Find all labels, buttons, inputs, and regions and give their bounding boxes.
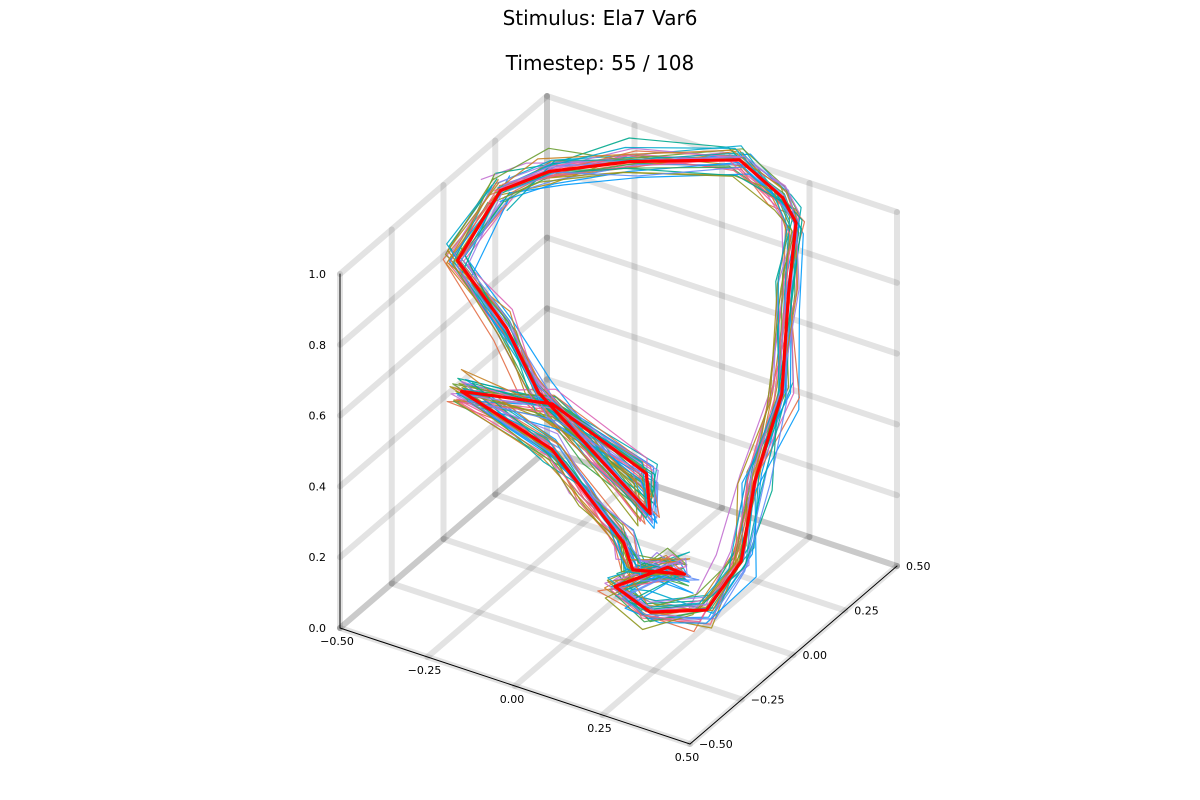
axes — [339, 273, 898, 745]
grid-line-floor-x — [337, 447, 550, 631]
y-tick-label: −0.50 — [699, 738, 733, 751]
y-tick-label: 0.00 — [803, 649, 828, 662]
grid-line-floor-y — [388, 580, 745, 703]
trajectory-line — [458, 156, 802, 602]
z-tick-label: 0.0 — [309, 622, 327, 635]
z-tick-label: 0.2 — [309, 551, 327, 564]
x-axis-line — [339, 627, 691, 745]
z-tick-label: 1.0 — [309, 268, 327, 281]
grid-line-wall-x-horizontal — [337, 447, 550, 631]
x-tick-label: 0.25 — [587, 722, 612, 735]
chart-title: Stimulus: Ela7 Var6 — [502, 6, 698, 30]
x-tick-label: −0.25 — [408, 664, 442, 677]
z-tick-label: 0.4 — [309, 480, 327, 493]
highlight-trajectory-line — [455, 158, 798, 614]
grid-line-wall-y-horizontal — [544, 163, 900, 286]
x-tick-label: 0.00 — [500, 693, 525, 706]
z-tick-label: 0.8 — [309, 339, 327, 352]
grid-line-wall-y-horizontal — [544, 376, 900, 499]
tick-labels: −0.50−0.250.000.250.50−0.50−0.250.000.25… — [309, 268, 931, 764]
y-tick-label: 0.25 — [854, 605, 879, 618]
x-tick-label: −0.50 — [320, 635, 354, 648]
grid-line-floor-x — [599, 534, 813, 718]
y-axis-line — [689, 565, 898, 745]
chart-subtitle: Timestep: 55 / 108 — [505, 51, 695, 75]
grid-line-wall-x-horizontal — [337, 234, 550, 419]
y-tick-label: −0.25 — [751, 694, 785, 707]
trajectory-line — [452, 171, 793, 631]
y-tick-label: 0.50 — [906, 560, 931, 573]
grid-line-wall-y-horizontal — [544, 305, 900, 428]
x-tick-label: 0.50 — [675, 751, 700, 764]
grid-line-wall-y-horizontal — [544, 234, 900, 357]
z-tick-label: 0.6 — [309, 410, 327, 423]
grid-line-floor-y — [492, 491, 849, 614]
trajectory-line — [459, 155, 800, 611]
highlight-trajectory — [455, 158, 798, 614]
grid-line-wall-x-horizontal — [337, 93, 550, 277]
grid-lines — [337, 93, 900, 747]
